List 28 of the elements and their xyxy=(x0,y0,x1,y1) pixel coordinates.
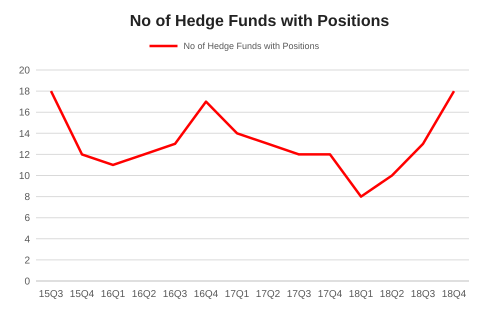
x-tick-label: 17Q3 xyxy=(286,289,312,300)
x-tick-label: 15Q3 xyxy=(38,289,64,300)
x-tick-label: 16Q2 xyxy=(132,289,157,300)
chart-title: No of Hedge Funds with Positions xyxy=(130,13,390,30)
y-tick-label: 20 xyxy=(18,66,30,76)
y-tick-label: 2 xyxy=(24,255,30,266)
x-tick-label: 17Q1 xyxy=(224,289,250,300)
y-tick-label: 4 xyxy=(24,234,30,246)
y-tick-label: 16 xyxy=(18,108,30,119)
y-tick-label: 8 xyxy=(24,192,30,204)
legend-label: No of Hedge Funds with Positions xyxy=(184,41,320,52)
x-tick-label: 18Q1 xyxy=(348,289,374,300)
x-tick-label: 17Q4 xyxy=(318,289,343,300)
y-tick-label: 0 xyxy=(24,276,30,288)
y-tick-label: 18 xyxy=(18,86,30,98)
y-tick-label: 6 xyxy=(24,213,30,224)
x-tick-label: 16Q3 xyxy=(162,289,188,300)
y-tick-label: 14 xyxy=(18,128,30,140)
x-tick-label: 18Q4 xyxy=(442,289,467,300)
x-tick-label: 17Q2 xyxy=(256,289,281,300)
y-tick-label: 12 xyxy=(18,150,30,161)
x-tick-label: 16Q4 xyxy=(194,289,219,300)
line-series xyxy=(50,90,456,198)
x-tick-label: 18Q2 xyxy=(380,289,405,300)
x-tick-label: 18Q3 xyxy=(410,289,436,300)
y-tick-label: 10 xyxy=(18,171,30,182)
x-tick-label: 16Q1 xyxy=(100,289,126,300)
x-tick-label: 15Q4 xyxy=(70,289,95,300)
